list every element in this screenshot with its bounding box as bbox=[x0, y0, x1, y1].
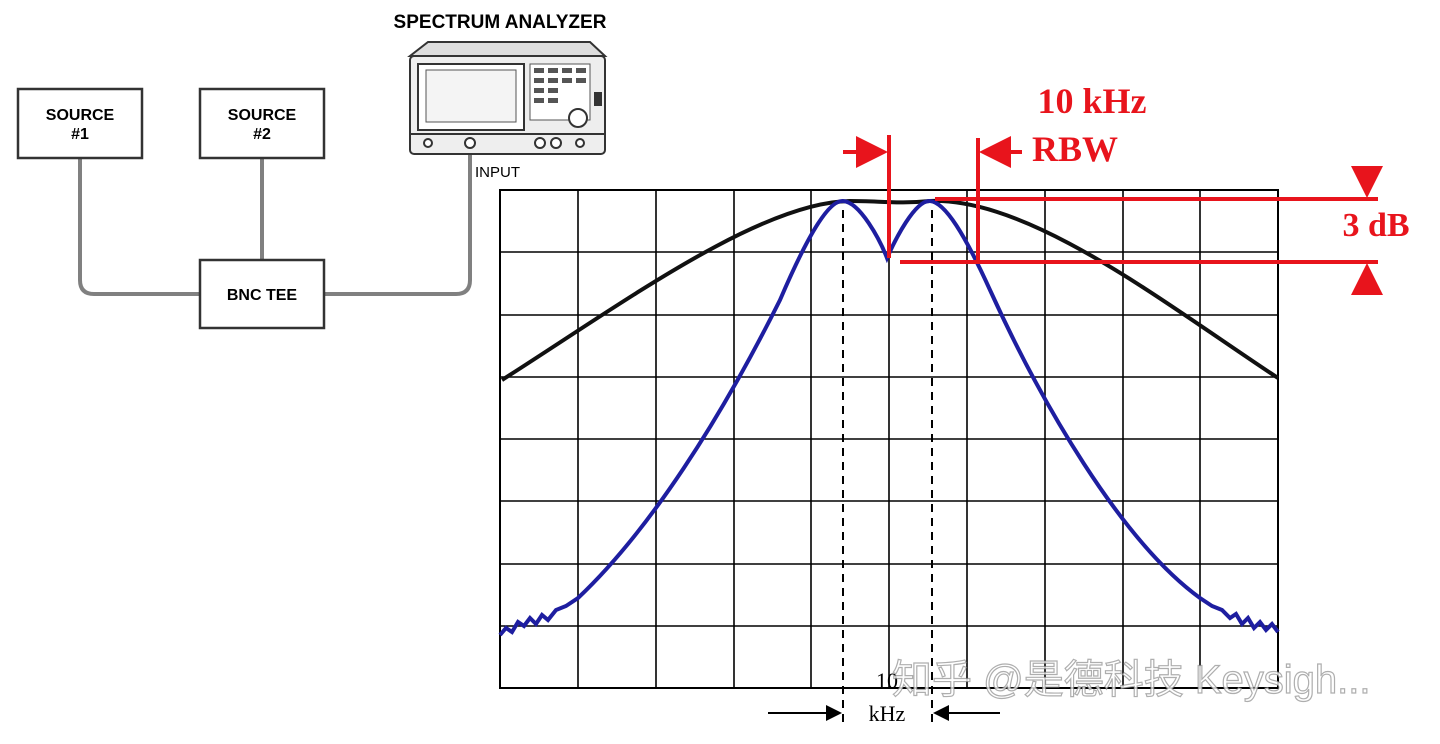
cable bbox=[78, 158, 200, 296]
source-2: SOURCE #2 bbox=[198, 87, 326, 160]
node-label: SOURCE bbox=[46, 107, 115, 124]
node-sublabel: #1 bbox=[71, 126, 89, 143]
watermark: 知乎 @是德科技 Keysigh... bbox=[892, 658, 1370, 702]
narrow-rbw-trace bbox=[498, 199, 1280, 637]
level-label: 3 dB bbox=[1342, 207, 1409, 244]
rbw-value: 10 kHz bbox=[1037, 81, 1146, 121]
spacing-unit: kHz bbox=[869, 701, 906, 726]
analyzer-title: SPECTRUM ANALYZER bbox=[394, 12, 607, 33]
node-sublabel: #2 bbox=[253, 126, 271, 143]
node-label: SOURCE bbox=[228, 107, 297, 124]
analyzer-icon bbox=[407, 41, 608, 155]
source-1: SOURCE #1 bbox=[16, 87, 144, 160]
node-label: BNC TEE bbox=[227, 287, 298, 304]
bnc-tee: BNC TEE bbox=[198, 258, 326, 330]
cable bbox=[324, 148, 472, 296]
rbw-label: RBW bbox=[1032, 129, 1118, 169]
port-label: INPUT bbox=[475, 164, 520, 181]
spacing-value: 10 bbox=[876, 668, 898, 693]
rbw-markers bbox=[843, 135, 1383, 295]
graticule bbox=[499, 189, 1279, 689]
